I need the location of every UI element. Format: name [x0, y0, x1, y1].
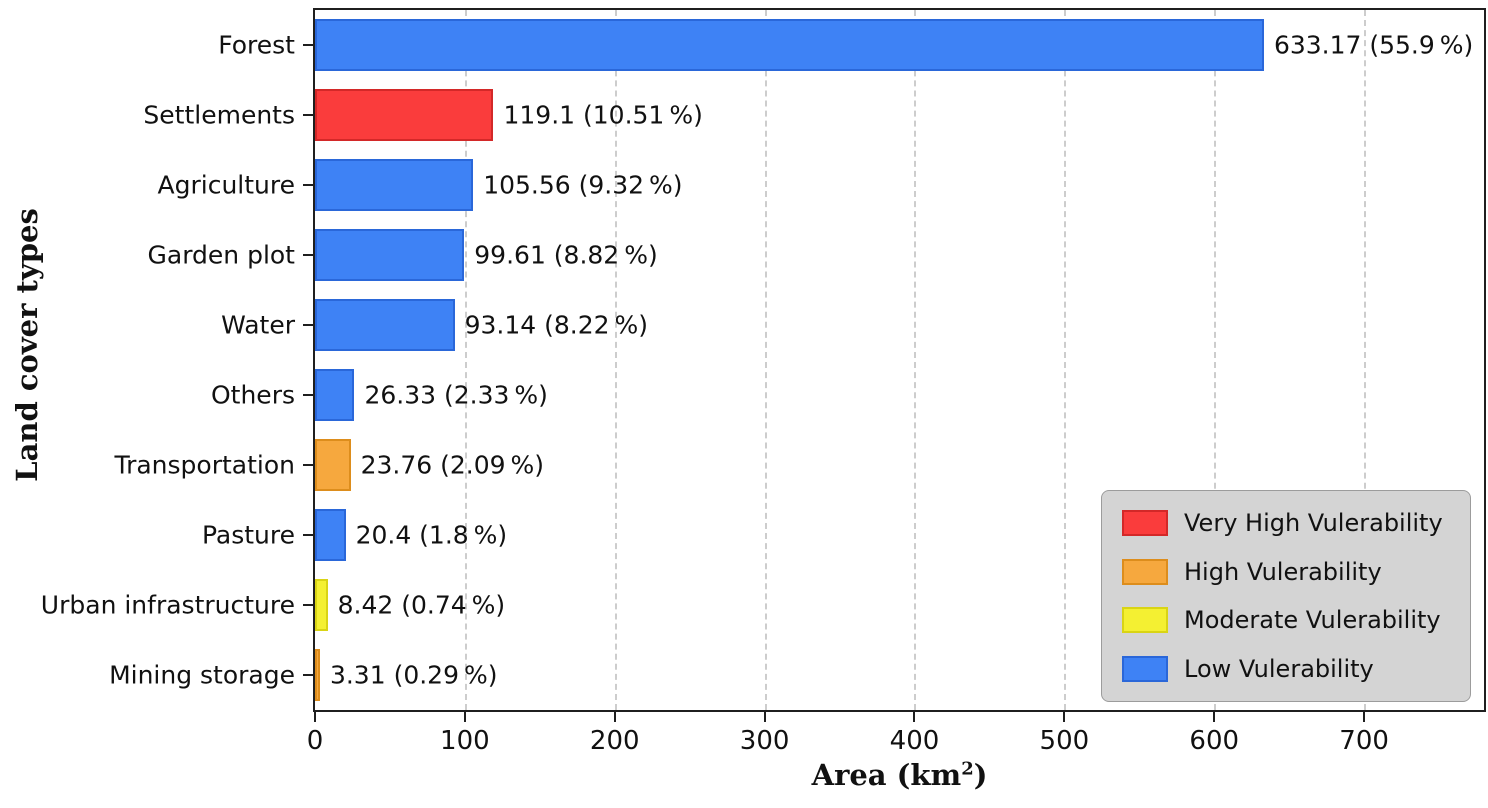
y-tick-label-water: Water: [221, 310, 295, 340]
x-tick-label: 0: [306, 726, 324, 756]
y-tick-mark: [303, 394, 313, 396]
y-tick-mark: [303, 114, 313, 116]
bar-others: [315, 369, 355, 421]
x-axis-title-superscript: 2: [961, 758, 974, 780]
y-tick-label-agriculture: Agriculture: [157, 170, 296, 200]
bar-value-label-water: 93.14 (8.22 %): [464, 310, 649, 340]
x-tick-label: 500: [1039, 726, 1090, 756]
bar-value-label-pasture: 20.4 (1.8 %): [355, 520, 508, 550]
bar-settlements: [315, 89, 494, 141]
gridline-100: [464, 10, 467, 710]
y-tick-label-pasture: Pasture: [201, 520, 295, 550]
y-tick-labels: Forest Settlements Agriculture Garden plot W…: [0, 10, 303, 710]
legend-item-moderate: Moderate Vulerability: [1122, 606, 1450, 634]
y-tick-label-forest: Forest: [218, 30, 295, 60]
legend-label-high: High Vulerability: [1184, 557, 1382, 586]
legend-item-low: Low Vulerability: [1122, 655, 1450, 683]
y-tick-mark: [303, 534, 313, 536]
bar-value-label-urban-infrastructure: 8.42 (0.74 %): [337, 590, 506, 620]
bar-garden-plot: [315, 229, 465, 281]
x-axis-title-text: Area (km: [811, 758, 962, 792]
legend-swatch-very_high: [1122, 510, 1168, 536]
gridline-500: [1064, 10, 1067, 710]
x-tick-mark: [913, 712, 916, 722]
legend-label-very_high: Very High Vulerability: [1184, 509, 1443, 537]
bar-pasture: [315, 509, 346, 561]
bar-value-label-agriculture: 105.56 (9.32 %): [483, 170, 683, 200]
bar-value-label-others: 26.33 (2.33 %): [364, 380, 548, 410]
x-tick-mark: [763, 712, 766, 722]
y-tick-mark: [303, 254, 313, 256]
y-tick-mark: [303, 604, 313, 606]
x-tick-mark: [1363, 712, 1366, 722]
y-tick-mark: [303, 674, 313, 676]
y-tick-label-urban-infrastructure: Urban infrastructure: [40, 590, 295, 620]
x-tick-label: 200: [589, 726, 640, 756]
x-tick-mark: [463, 712, 466, 722]
legend-swatch-moderate: [1122, 607, 1168, 634]
x-tick-label: 100: [440, 726, 490, 756]
bar-urban-infrastructure: [315, 579, 328, 631]
x-axis-title: Area (km2): [313, 758, 1486, 792]
bar-value-label-garden-plot: 99.61 (8.82 %): [474, 240, 658, 270]
gridline-400: [914, 10, 917, 710]
y-tick-mark: [303, 324, 313, 326]
x-tick-mark: [1213, 712, 1216, 722]
x-axis-ticks: 0 100 200 300 400 500 600 700: [307, 712, 1484, 768]
bar-forest: [315, 19, 1264, 71]
y-tick-label-garden-plot: Garden plot: [147, 240, 296, 270]
x-tick-mark: [314, 712, 316, 722]
bar-transportation: [315, 439, 351, 491]
legend: Very High Vulerability High Vulerability M…: [1101, 490, 1471, 702]
x-tick-label: 600: [1189, 726, 1240, 756]
y-tick-mark: [303, 184, 313, 186]
bar-water: [315, 299, 455, 351]
plot-area: 633.17 (55.9 %) 119.1 (10.51 %) 105.56 (9.…: [303, 8, 1486, 712]
y-tick-label-transportation: Transportation: [114, 450, 295, 480]
legend-item-high: High Vulerability: [1122, 558, 1450, 586]
x-tick-label: 300: [739, 726, 790, 756]
y-tick-mark: [303, 44, 313, 46]
x-tick-mark: [613, 712, 616, 722]
y-tick-mark: [303, 464, 313, 466]
bar-value-label-forest: 633.17 (55.9 %): [1273, 30, 1474, 60]
legend-swatch-high: [1122, 558, 1168, 585]
x-axis-title-suffix: ): [973, 758, 988, 792]
y-tick-label-settlements: Settlements: [143, 100, 295, 130]
gridline-300: [764, 10, 767, 710]
x-tick-mark: [1063, 712, 1066, 722]
legend-label-low: Low Vulerability: [1184, 654, 1374, 683]
gridline-700: [1364, 10, 1367, 710]
bar-value-label-mining-storage: 3.31 (0.29 %): [329, 660, 498, 690]
y-tick-label-others: Others: [210, 380, 295, 410]
bar-value-label-settlements: 119.1 (10.51 %): [503, 100, 703, 130]
x-tick-label: 700: [1339, 726, 1389, 756]
legend-label-moderate: Moderate Vulerability: [1184, 606, 1441, 635]
y-tick-label-mining-storage: Mining storage: [109, 660, 295, 690]
gridline-200: [614, 10, 617, 710]
x-tick-label: 400: [889, 726, 940, 756]
gridline-600: [1214, 10, 1217, 710]
legend-swatch-low: [1122, 655, 1168, 682]
bar-value-label-transportation: 23.76 (2.09 %): [360, 450, 545, 480]
bar-agriculture: [315, 159, 474, 211]
legend-item-very_high: Very High Vulerability: [1122, 509, 1450, 537]
bar-mining-storage: [315, 649, 320, 701]
